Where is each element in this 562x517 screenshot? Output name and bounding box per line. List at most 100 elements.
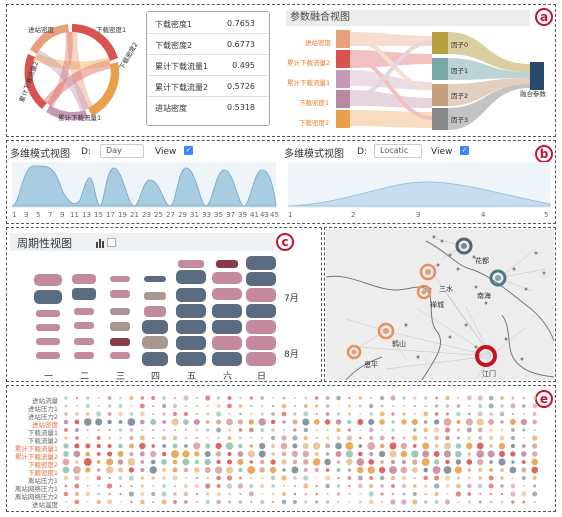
matrix-dot[interactable] <box>282 420 286 424</box>
matrix-dot[interactable] <box>500 404 504 408</box>
matrix-dot[interactable] <box>498 458 506 466</box>
matrix-dot[interactable] <box>260 476 264 480</box>
matrix-dot[interactable] <box>325 404 330 408</box>
matrix-dot[interactable] <box>182 458 190 466</box>
matrix-dot[interactable] <box>336 427 341 433</box>
matrix-dot[interactable] <box>303 403 308 409</box>
matrix-dot[interactable] <box>96 452 101 456</box>
matrix-dot[interactable] <box>368 491 374 497</box>
matrix-dot[interactable] <box>325 436 330 440</box>
matrix-dot[interactable] <box>401 419 407 425</box>
matrix-dot[interactable] <box>445 395 450 401</box>
matrix-dot[interactable] <box>348 493 351 495</box>
matrix-dot[interactable] <box>303 459 309 465</box>
matrix-dot[interactable] <box>479 493 482 495</box>
matrix-dot[interactable] <box>378 466 386 474</box>
matrix-dot[interactable] <box>445 435 450 441</box>
matrix-dot[interactable] <box>216 499 221 505</box>
matrix-dot[interactable] <box>118 428 123 432</box>
matrix-dot[interactable] <box>119 396 122 400</box>
matrix-dot[interactable] <box>97 428 100 432</box>
matrix-dot[interactable] <box>206 492 210 496</box>
matrix-dot[interactable] <box>194 451 200 457</box>
matrix-dot[interactable] <box>118 476 123 480</box>
matrix-dot[interactable] <box>139 411 145 417</box>
matrix-dot[interactable] <box>488 419 495 425</box>
matrix-dot[interactable] <box>532 435 538 441</box>
matrix-dot[interactable] <box>498 450 506 458</box>
matrix-dot[interactable] <box>369 427 374 433</box>
matrix-dot[interactable] <box>85 467 91 473</box>
matrix-dot[interactable] <box>271 500 275 504</box>
matrix-dot[interactable] <box>161 451 167 457</box>
matrix-dot[interactable] <box>411 459 418 465</box>
matrix-dot[interactable] <box>413 404 417 408</box>
matrix-dot[interactable] <box>336 436 341 440</box>
matrix-dot[interactable] <box>423 427 428 433</box>
matrix-dot[interactable] <box>369 483 374 489</box>
matrix-dot[interactable] <box>215 451 222 457</box>
matrix-dot[interactable] <box>239 412 242 416</box>
table-row[interactable]: 累计下载流量2 0.5726 <box>147 77 269 97</box>
matrix-dot[interactable] <box>413 484 417 488</box>
matrix-dot[interactable] <box>183 395 189 401</box>
matrix-dot[interactable] <box>337 500 340 504</box>
matrix-dot[interactable] <box>162 428 166 432</box>
matrix-dot[interactable] <box>119 501 122 503</box>
matrix-dot[interactable] <box>293 492 297 496</box>
matrix-dot[interactable] <box>73 450 81 458</box>
matrix-dot[interactable] <box>521 444 526 448</box>
matrix-dot[interactable] <box>348 396 351 400</box>
matrix-dot[interactable] <box>467 468 471 472</box>
matrix-dot[interactable] <box>206 476 209 480</box>
matrix-dot[interactable] <box>271 452 275 456</box>
matrix-dot[interactable] <box>228 413 231 415</box>
matrix-dot[interactable] <box>65 501 67 503</box>
matrix-dot[interactable] <box>476 450 485 458</box>
matrix-dot[interactable] <box>183 411 189 417</box>
matrix-dot[interactable] <box>140 467 145 473</box>
matrix-dot[interactable] <box>105 466 114 474</box>
matrix-dot[interactable] <box>411 467 418 473</box>
matrix-dot[interactable] <box>74 475 80 481</box>
matrix-dot[interactable] <box>324 458 331 466</box>
matrix-dot[interactable] <box>477 411 483 417</box>
matrix-dot[interactable] <box>140 476 144 480</box>
matrix-dot[interactable] <box>400 450 408 458</box>
matrix-dot[interactable] <box>128 491 135 497</box>
matrix-dot[interactable] <box>402 492 406 496</box>
matrix-dot[interactable] <box>358 404 362 408</box>
matrix-dot[interactable] <box>358 396 363 400</box>
matrix-dot[interactable] <box>86 437 89 439</box>
matrix-dot[interactable] <box>390 395 396 401</box>
matrix-dot[interactable] <box>402 404 405 408</box>
matrix-dot[interactable] <box>107 444 112 448</box>
matrix-dot[interactable] <box>302 443 309 449</box>
matrix-dot[interactable] <box>96 435 101 441</box>
matrix-dot[interactable] <box>466 459 473 465</box>
matrix-dot[interactable] <box>303 475 309 481</box>
dot-matrix[interactable] <box>60 394 550 510</box>
matrix-dot[interactable] <box>304 500 308 504</box>
chord-diagram[interactable] <box>10 10 140 130</box>
matrix-dot[interactable] <box>281 411 287 417</box>
matrix-dot[interactable] <box>345 442 354 450</box>
matrix-dot[interactable] <box>139 435 145 441</box>
matrix-dot[interactable] <box>336 460 341 464</box>
matrix-dot[interactable] <box>422 450 430 458</box>
matrix-dot[interactable] <box>401 499 407 505</box>
matrix-dot[interactable] <box>336 468 341 472</box>
matrix-dot[interactable] <box>139 403 145 409</box>
matrix-dot[interactable] <box>215 411 222 417</box>
matrix-dot[interactable] <box>248 419 254 425</box>
matrix-dot[interactable] <box>83 458 92 466</box>
matrix-dot[interactable] <box>511 460 515 464</box>
matrix-dot[interactable] <box>162 468 167 472</box>
matrix-dot[interactable] <box>325 452 330 456</box>
matrix-dot[interactable] <box>74 419 80 425</box>
matrix-dot[interactable] <box>108 436 111 440</box>
matrix-dot[interactable] <box>162 476 167 480</box>
matrix-dot[interactable] <box>433 427 440 433</box>
matrix-dot[interactable] <box>357 475 363 481</box>
matrix-dot[interactable] <box>96 411 102 417</box>
